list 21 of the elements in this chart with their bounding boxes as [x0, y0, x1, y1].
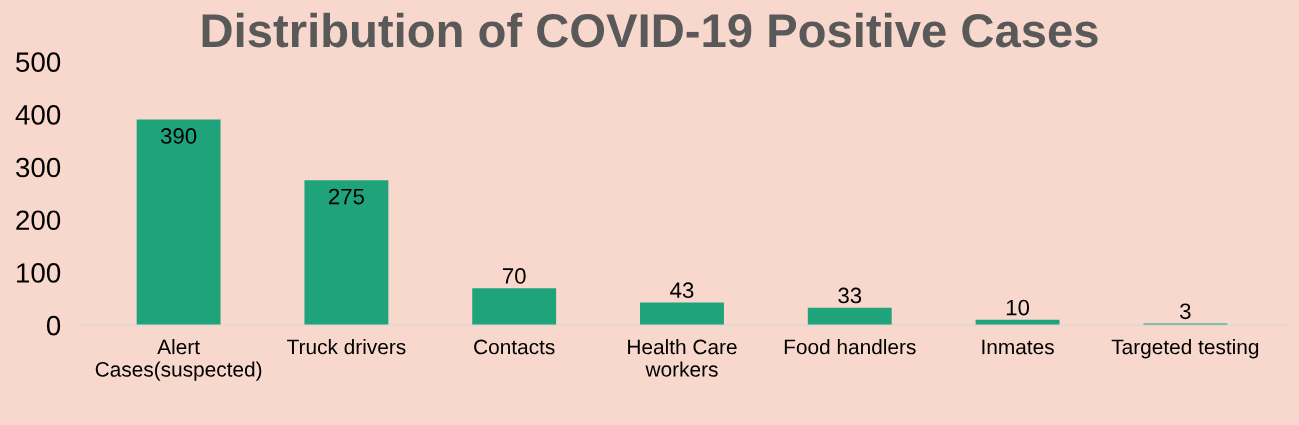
x-tick-label: Inmates — [982, 339, 1054, 355]
y-tick-label: 100 — [17, 263, 61, 283]
data-label: 70 — [502, 268, 526, 284]
y-tick-label: 400 — [15, 104, 61, 125]
y-tick-label: 500 — [16, 52, 61, 72]
data-label: 43 — [670, 282, 694, 299]
data-label: 390 — [160, 128, 197, 144]
y-tick-label: 200 — [16, 210, 61, 231]
x-tick-label: Food handlers — [784, 339, 916, 355]
data-label: 3 — [1180, 303, 1191, 320]
data-label: 10 — [1006, 299, 1030, 316]
x-tick-label: Targeted testing — [1111, 339, 1259, 359]
x-tick-label: Contacts — [474, 339, 555, 355]
data-label: 33 — [838, 287, 862, 304]
x-tick-label: Alert Cases(suspected) — [95, 339, 262, 381]
x-tick-label: Truck drivers — [287, 339, 406, 355]
data-label: 275 — [328, 188, 365, 205]
y-tick-label: 0 — [46, 315, 61, 336]
chart-title: Distribution of COVID-19 Positive Cases — [202, 12, 1098, 48]
y-tick-label: 300 — [15, 157, 61, 178]
x-tick-label: Health Care workers — [628, 339, 737, 377]
